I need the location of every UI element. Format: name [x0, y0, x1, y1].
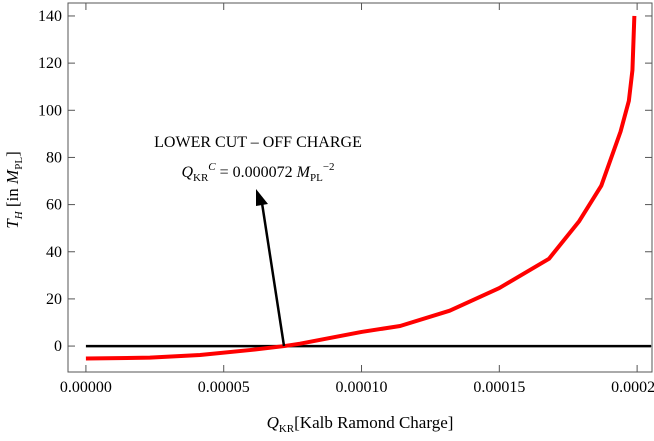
y-tick-label: 120: [38, 55, 62, 72]
ann-m: M: [296, 164, 312, 181]
annotation-line2: QKRC = 0.000072 MPL−2: [181, 161, 334, 184]
x-tick-label: 0.00005: [198, 379, 250, 396]
x-axis-label: QKR[Kalb Ramond Charge]: [267, 413, 454, 435]
y-label-sub: H: [13, 210, 25, 220]
x-tick-label: 0.00000: [60, 379, 112, 396]
y-label-rest: [in: [3, 184, 22, 211]
data-line: [85, 15, 637, 361]
x-tick-label: 0.00015: [473, 379, 525, 396]
ann-eq: = 0.000072: [216, 164, 297, 181]
x-label-rest: [Kalb Ramond Charge]: [294, 413, 453, 432]
plot-frame: [67, 2, 653, 373]
y-tick-label: 60: [46, 197, 62, 214]
y-tick-label: 40: [46, 244, 62, 261]
ann-msub: PL: [310, 172, 323, 184]
plot-area: 0 20 40 60 80 100 120 140 0.00000 0.00005 0.00010 0…: [38, 3, 654, 396]
y-label-t: T: [3, 218, 22, 229]
x-tick-label: 0.00020: [611, 379, 654, 396]
annotation-line1: LOWER CUT – OFF CHARGE: [154, 134, 362, 151]
y-tick-label: 140: [38, 8, 62, 25]
y-axis-label: TH [in MPL]: [3, 151, 25, 229]
y-tick-label: 100: [38, 102, 62, 119]
x-tick-label: 0.00010: [336, 379, 388, 396]
x-label-sub: KR: [279, 423, 295, 435]
arrow-head: [256, 189, 268, 206]
y-label-msub: PL: [13, 157, 25, 170]
ann-qsub: KR: [193, 172, 209, 184]
ann-msup: −2: [323, 161, 335, 173]
annotation-arrow: [260, 202, 286, 347]
y-tick-label: 80: [46, 149, 62, 166]
y-label-end: ]: [3, 151, 22, 157]
ann-qsup: C: [208, 161, 216, 173]
x-label-q: Q: [267, 413, 279, 432]
y-label-m: M: [3, 169, 22, 185]
y-tick-label: 20: [46, 291, 62, 308]
y-tick-label: 0: [54, 338, 62, 355]
ann-q: Q: [181, 164, 193, 181]
